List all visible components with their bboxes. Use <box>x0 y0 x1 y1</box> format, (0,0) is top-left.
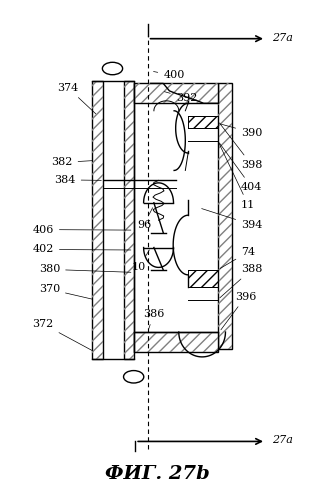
Text: 382: 382 <box>51 158 92 168</box>
Text: 96: 96 <box>137 208 153 230</box>
Text: 384: 384 <box>54 175 101 185</box>
Bar <box>124 81 134 359</box>
Text: 388: 388 <box>220 264 263 298</box>
Bar <box>134 84 218 103</box>
Ellipse shape <box>102 62 122 74</box>
Text: 396: 396 <box>221 292 256 330</box>
Text: 398: 398 <box>219 123 263 170</box>
Bar <box>134 332 218 352</box>
Bar <box>92 81 103 359</box>
Bar <box>134 332 218 352</box>
Bar <box>188 270 218 287</box>
Bar <box>92 81 103 359</box>
Text: 404: 404 <box>219 143 263 192</box>
Bar <box>124 81 134 359</box>
Bar <box>218 84 232 349</box>
Text: 11: 11 <box>219 143 255 210</box>
Bar <box>218 84 232 349</box>
Text: 400: 400 <box>154 70 185 81</box>
Text: 74: 74 <box>220 247 255 268</box>
Bar <box>134 84 218 103</box>
Text: 27a: 27a <box>272 436 293 446</box>
Bar <box>188 116 218 128</box>
Text: 394: 394 <box>202 208 263 230</box>
Text: 386: 386 <box>143 309 164 330</box>
Text: 372: 372 <box>33 319 92 350</box>
Ellipse shape <box>123 370 144 383</box>
Text: 380: 380 <box>39 264 131 274</box>
Text: 10: 10 <box>132 250 149 272</box>
Text: 402: 402 <box>33 244 131 254</box>
Text: 392: 392 <box>164 92 197 103</box>
Text: 406: 406 <box>33 224 131 234</box>
Text: 390: 390 <box>220 124 263 138</box>
Text: ФИГ. 27b: ФИГ. 27b <box>105 465 209 483</box>
Text: 374: 374 <box>57 83 96 114</box>
Text: 27a: 27a <box>272 32 293 42</box>
Text: 370: 370 <box>39 284 92 299</box>
